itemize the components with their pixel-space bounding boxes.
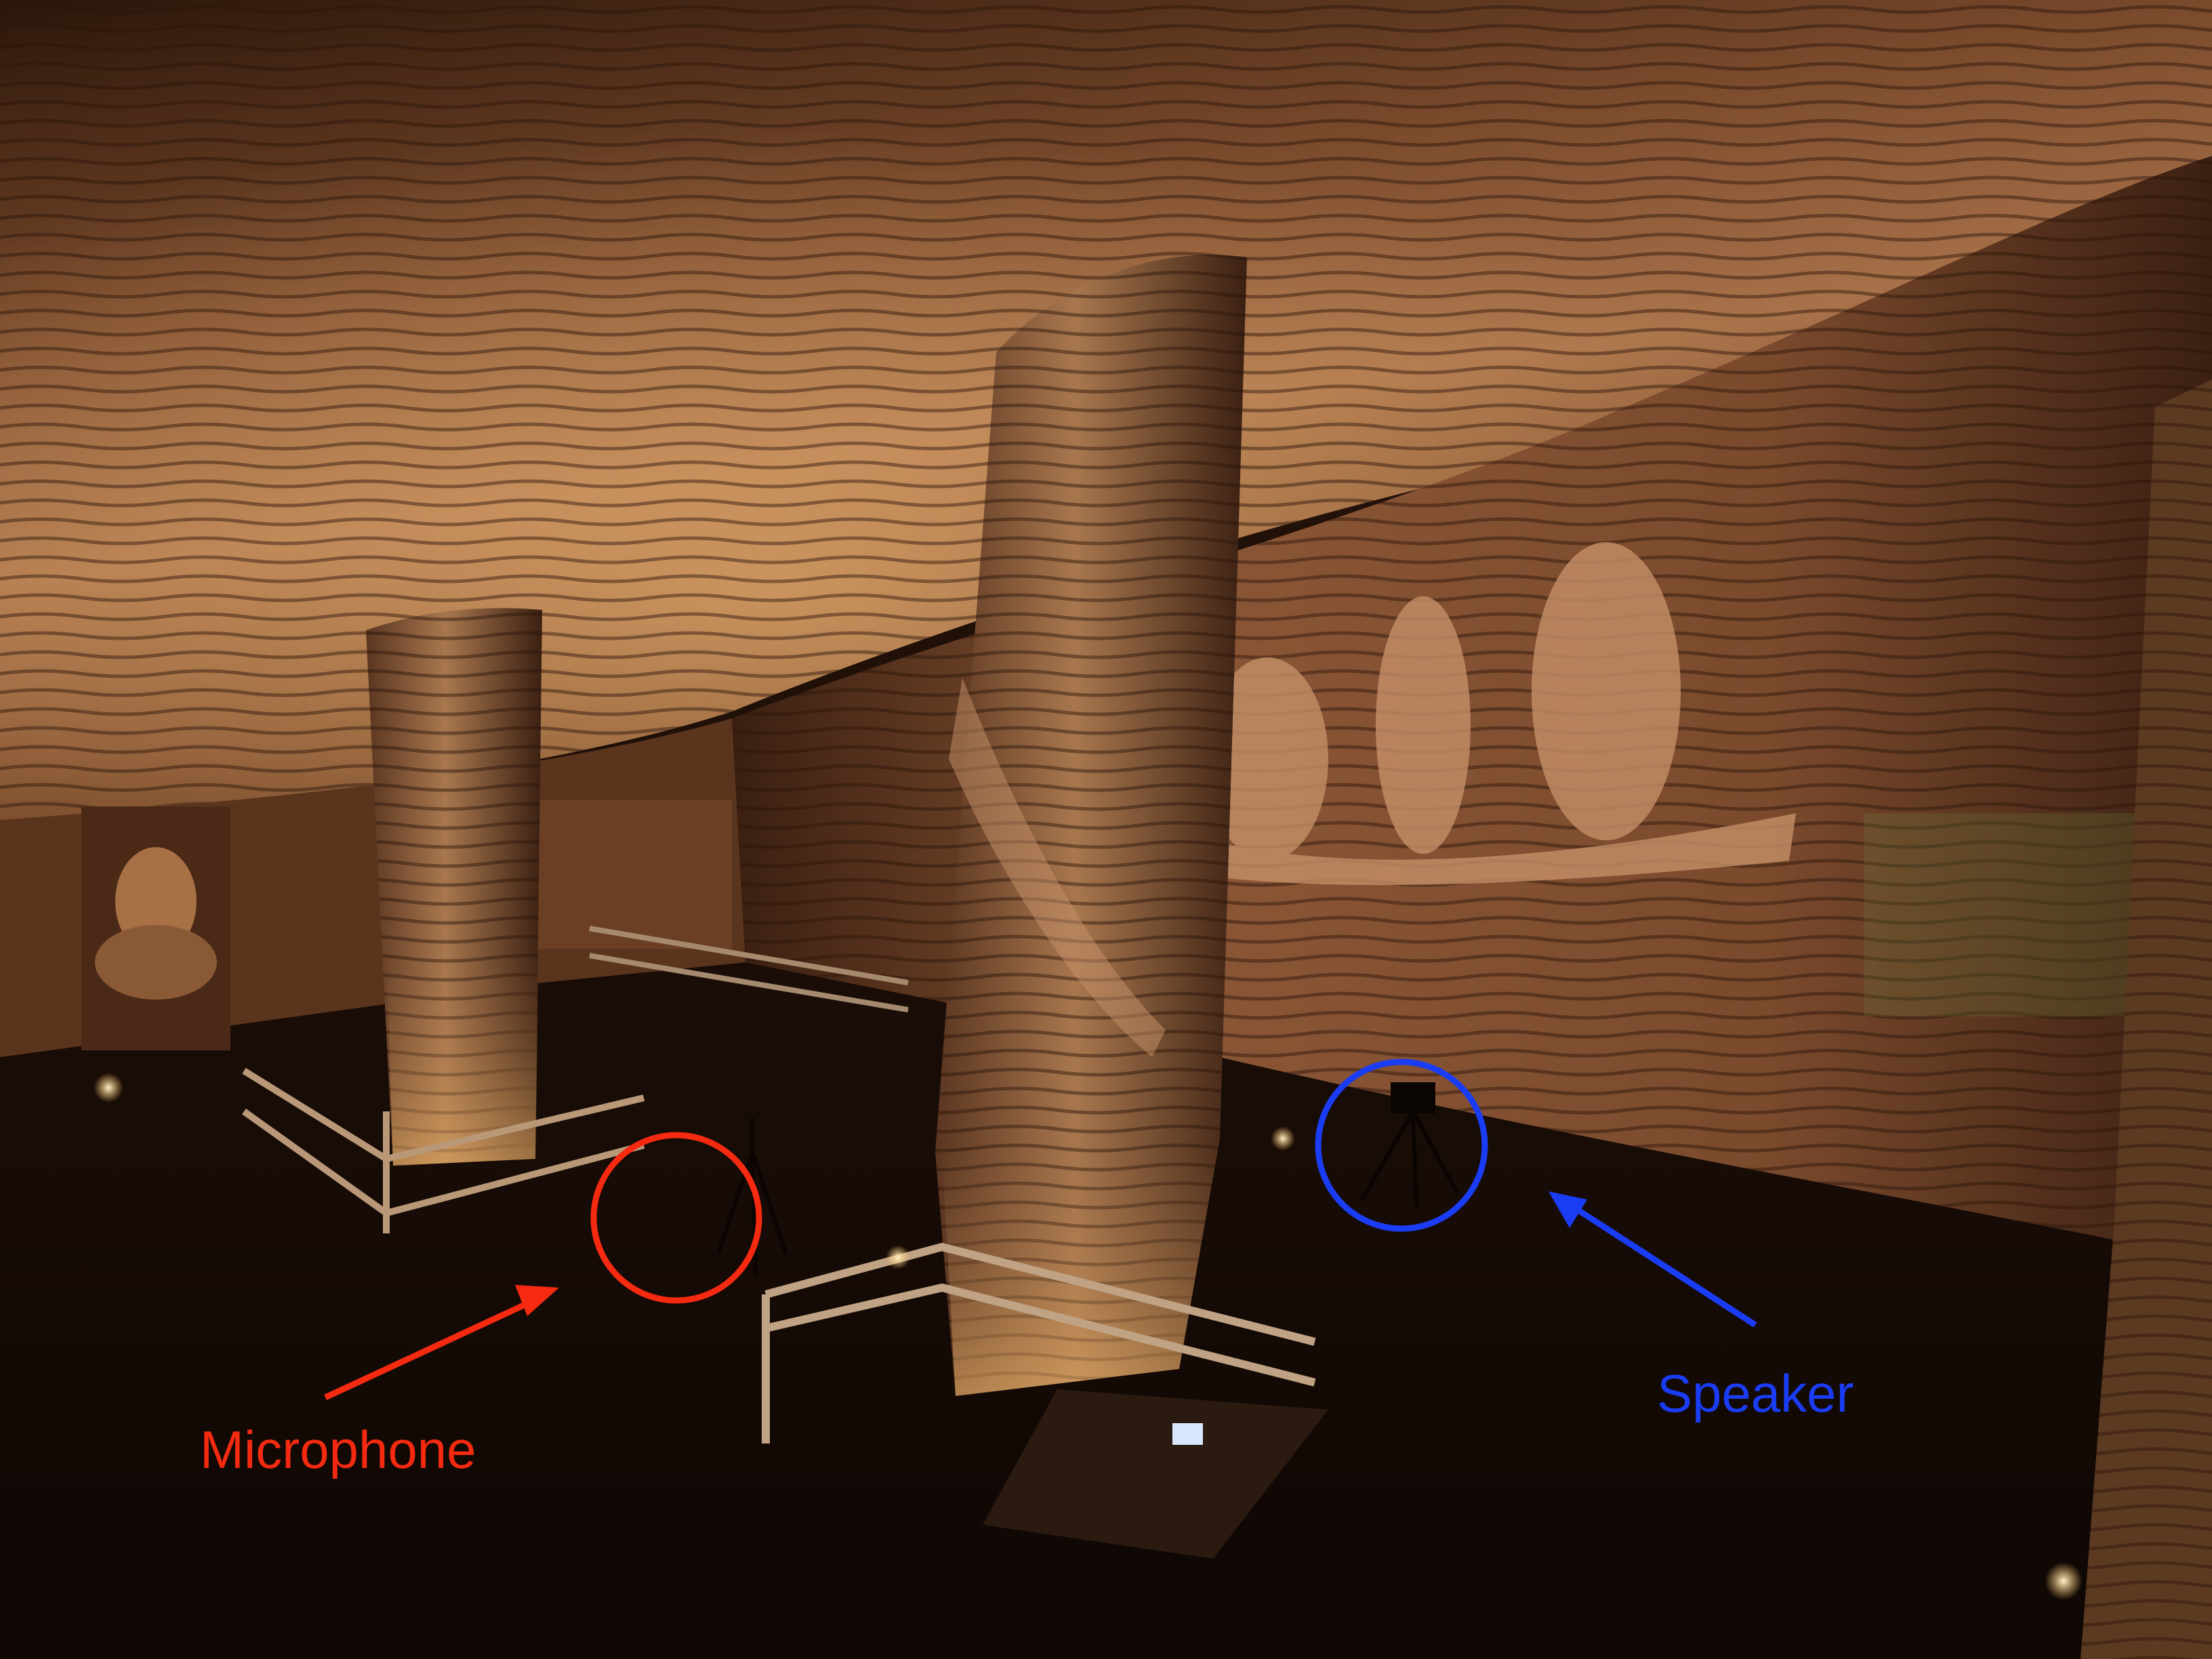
back-railing (589, 926, 909, 1012)
laptop-screen (1172, 1423, 1203, 1445)
speaker-circle (1315, 1059, 1488, 1232)
microphone-arrow-head (515, 1285, 559, 1316)
central-pillar (935, 255, 1247, 1396)
microphone-circle (590, 1132, 762, 1304)
speaker-annotation (1315, 1059, 1757, 1328)
right-edge-pillar (2081, 380, 2212, 1659)
microphone-label: Microphone (200, 1420, 476, 1479)
floor-lamps (94, 1073, 2083, 1600)
speaker-arrow-head (1549, 1191, 1587, 1228)
front-railing (762, 1242, 1316, 1443)
microphone-annotation (324, 1132, 762, 1401)
back-wall (0, 718, 745, 1057)
wall-relief-figures (1186, 542, 1796, 885)
speaker-label: Speaker (1657, 1364, 1854, 1423)
left-pillar (366, 608, 542, 1166)
speaker-arrow-line (1570, 1204, 1757, 1328)
dragon-relief (949, 678, 1166, 1057)
distant-relief (529, 800, 732, 949)
microphone-arrow-line (324, 1296, 537, 1401)
left-railing (242, 1067, 645, 1233)
speaker-tripod (1360, 1082, 1459, 1207)
microphone-tripod (716, 1118, 788, 1275)
equipment-desk (983, 1389, 1328, 1559)
